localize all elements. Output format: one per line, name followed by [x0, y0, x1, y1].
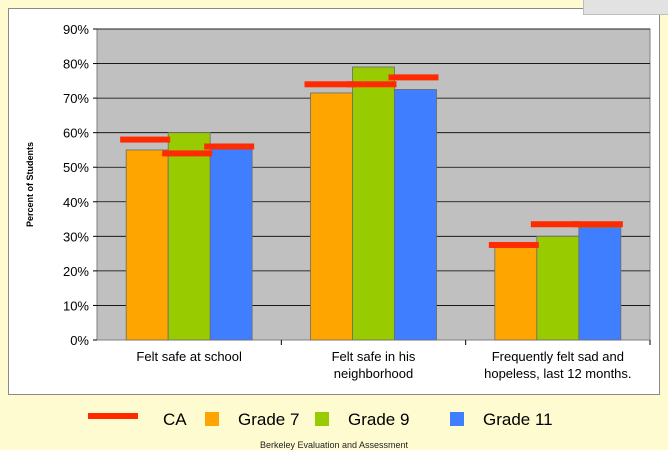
y-tick-label: 40%	[63, 195, 89, 210]
x-tick-label: Felt safe in his	[332, 349, 416, 364]
x-tick-label: Felt safe at school	[136, 349, 242, 364]
ca-mark	[388, 74, 439, 81]
bar-grade-9	[536, 235, 580, 341]
y-tick-label: 20%	[63, 264, 89, 279]
ca-mark	[488, 241, 539, 248]
legend-label: CA	[163, 410, 187, 429]
bar-grade-7	[494, 246, 538, 341]
y-tick-label: 80%	[63, 57, 89, 72]
y-axis-title: Percent of Students	[25, 142, 35, 227]
legend-swatch	[205, 412, 219, 426]
y-tick-label: 90%	[63, 22, 89, 37]
bar-grade-11	[209, 147, 253, 341]
bar-grade-7	[125, 149, 169, 341]
legend-swatch	[315, 412, 329, 426]
y-tick-label: 60%	[63, 126, 89, 141]
legend-label: Grade 9	[348, 410, 409, 429]
bar-grade-9	[167, 132, 211, 341]
bar-grade-7	[310, 92, 353, 341]
footer-text: Berkeley Evaluation and Assessment	[259, 440, 409, 450]
legend-swatch	[450, 412, 464, 426]
y-tick-label: 30%	[63, 229, 89, 244]
bar-grade-9	[352, 66, 395, 341]
ca-mark	[572, 221, 623, 228]
y-tick-label: 70%	[63, 91, 89, 106]
ca-mark	[346, 81, 397, 88]
x-tick-label: Frequently felt sad and	[492, 349, 624, 364]
y-tick-label: 50%	[63, 160, 89, 175]
ca-mark	[304, 81, 355, 88]
legend-label: Grade 7	[238, 410, 299, 429]
x-tick-label: neighborhood	[334, 366, 414, 381]
ca-mark	[530, 221, 581, 228]
ca-mark	[204, 143, 255, 150]
y-tick-label: 0%	[70, 333, 89, 348]
bar-grade-11	[578, 227, 622, 341]
bar-grade-11	[394, 89, 437, 341]
legend-label: Grade 11	[483, 410, 553, 429]
ca-mark	[120, 136, 171, 143]
legend-swatch-ca	[88, 413, 138, 419]
y-tick-label: 10%	[63, 298, 89, 313]
chart-svg: 0% 10% 20% 30% 40% 50% 60% 70% 80% 90% Percent of …	[25, 22, 651, 429]
x-tick-label: hopeless, last 12 months.	[484, 366, 631, 381]
corner-box	[583, 0, 668, 15]
ca-mark	[162, 150, 213, 157]
